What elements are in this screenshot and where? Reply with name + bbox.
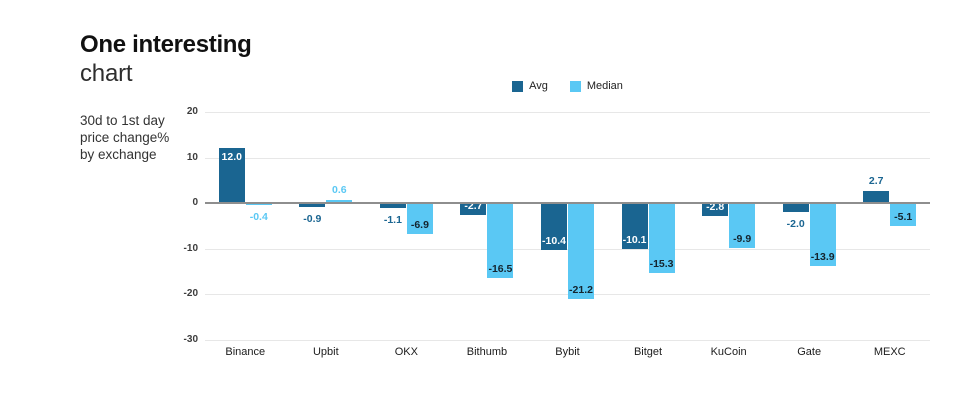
- xaxis-label-binance: Binance: [225, 346, 266, 358]
- title-line-2: chart: [80, 60, 133, 87]
- legend-item-median: Median: [569, 80, 623, 92]
- title-line-1: One interesting: [80, 31, 252, 58]
- page-title: One interesting chart: [80, 30, 252, 88]
- bar-median-mexc: [890, 203, 917, 227]
- xaxis-label-mexc: MEXC: [873, 346, 906, 358]
- value-label-median-bithumb: -16.5: [488, 263, 513, 276]
- bar-median-bybit: [568, 203, 594, 300]
- gridline-10: [205, 157, 930, 159]
- ytick-label--20: -20: [183, 288, 198, 299]
- value-label-median-okx: -6.9: [410, 219, 429, 232]
- xaxis-label-bithumb: Bithumb: [466, 346, 508, 358]
- bar-avg-bitget: [621, 203, 648, 249]
- chart-subtitle: 30d to 1st day price change% by exchange: [80, 113, 170, 162]
- bar-median-bithumb: [487, 203, 514, 279]
- value-label-median-bitget: -15.3: [649, 257, 674, 270]
- gridline-20: [205, 112, 930, 113]
- chart-legend: Avg Median: [205, 80, 930, 92]
- value-label-avg-bybit: -10.4: [542, 235, 566, 248]
- bar-avg-gate: [782, 203, 809, 213]
- ytick-label-10: 10: [186, 151, 198, 163]
- legend-label-avg: Avg: [529, 80, 548, 92]
- value-label-avg-okx: -1.1: [383, 214, 402, 226]
- legend-label-median: Median: [586, 80, 623, 92]
- bar-median-kucoin: [729, 203, 756, 249]
- xaxis-label-kucoin: KuCoin: [710, 346, 747, 358]
- bar-avg-bithumb: [460, 203, 487, 216]
- bar-avg-binance: [218, 148, 245, 203]
- value-label-avg-upbit: -0.9: [303, 213, 322, 226]
- xaxis-label-okx: OKX: [394, 346, 418, 358]
- bar-median-gate: [809, 203, 836, 267]
- value-label-avg-binance: 12.0: [221, 151, 242, 164]
- bar-avg-kucoin: [702, 203, 729, 216]
- bar-median-okx: [406, 203, 433, 235]
- gridline--30: [205, 339, 930, 341]
- bar-avg-okx: [379, 203, 406, 208]
- bar-avg-upbit: [299, 203, 326, 208]
- value-label-median-gate: -13.9: [810, 251, 835, 264]
- value-label-median-kucoin: -9.9: [733, 233, 752, 246]
- ytick-label-20: 20: [186, 106, 198, 117]
- xaxis-label-upbit: Upbit: [312, 346, 339, 358]
- ytick-label-0: 0: [192, 197, 198, 208]
- xaxis-label-gate: Gate: [797, 346, 822, 358]
- ytick-label--10: -10: [183, 242, 198, 254]
- value-label-avg-gate: -2.0: [786, 218, 805, 231]
- xaxis-label-bitget: Bitget: [633, 346, 663, 358]
- bar-median-bitget: [648, 203, 675, 273]
- gridline--20: [205, 294, 930, 295]
- value-label-avg-bitget: -10.1: [622, 233, 647, 246]
- zero-line: [205, 202, 930, 204]
- xaxis-label-bybit: Bybit: [555, 346, 580, 358]
- value-label-median-binance: -0.4: [249, 210, 268, 223]
- bar-avg-mexc: [863, 190, 890, 203]
- bar-median-upbit: [326, 200, 353, 203]
- legend-swatch-avg: [512, 80, 524, 92]
- value-label-median-bybit: -21.2: [569, 284, 593, 297]
- legend-swatch-median: [569, 80, 581, 92]
- value-label-median-mexc: -5.1: [894, 211, 913, 224]
- ytick-label--30: -30: [183, 333, 198, 345]
- value-label-avg-mexc: 2.7: [868, 174, 884, 187]
- gridline--10: [205, 248, 930, 250]
- value-label-median-upbit: 0.6: [332, 184, 347, 197]
- legend-item-avg: Avg: [512, 80, 548, 92]
- bar-avg-bybit: [541, 203, 567, 251]
